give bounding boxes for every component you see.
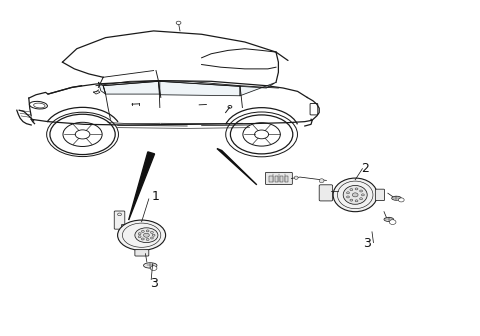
Circle shape xyxy=(141,230,144,233)
Circle shape xyxy=(141,238,144,240)
Bar xyxy=(275,176,278,182)
Polygon shape xyxy=(98,82,106,94)
Circle shape xyxy=(350,199,353,201)
Circle shape xyxy=(146,239,149,241)
Circle shape xyxy=(355,188,358,190)
Ellipse shape xyxy=(294,176,298,179)
FancyBboxPatch shape xyxy=(114,211,125,229)
Text: 2: 2 xyxy=(361,162,369,174)
Circle shape xyxy=(398,198,404,202)
Ellipse shape xyxy=(392,196,401,200)
Circle shape xyxy=(361,194,364,196)
FancyBboxPatch shape xyxy=(265,172,292,184)
FancyBboxPatch shape xyxy=(319,185,333,201)
Polygon shape xyxy=(129,152,155,220)
Bar xyxy=(285,176,288,182)
FancyBboxPatch shape xyxy=(121,224,135,233)
Circle shape xyxy=(146,230,149,232)
Circle shape xyxy=(150,237,153,239)
Ellipse shape xyxy=(135,228,158,243)
Circle shape xyxy=(355,200,358,202)
Text: 3: 3 xyxy=(150,278,157,290)
Ellipse shape xyxy=(226,112,298,157)
Circle shape xyxy=(144,233,149,237)
Ellipse shape xyxy=(118,220,166,250)
Circle shape xyxy=(350,188,353,191)
Circle shape xyxy=(150,232,153,234)
Polygon shape xyxy=(103,81,160,94)
Ellipse shape xyxy=(144,263,157,268)
FancyBboxPatch shape xyxy=(135,250,149,256)
Circle shape xyxy=(176,21,181,25)
Ellipse shape xyxy=(384,217,394,221)
Circle shape xyxy=(352,193,358,197)
Ellipse shape xyxy=(343,185,367,204)
Circle shape xyxy=(138,236,141,238)
Bar xyxy=(280,176,283,182)
Ellipse shape xyxy=(47,112,119,157)
Circle shape xyxy=(347,196,349,198)
Circle shape xyxy=(360,198,362,200)
Text: 1: 1 xyxy=(152,190,160,203)
Circle shape xyxy=(152,234,155,236)
Polygon shape xyxy=(240,82,276,96)
Circle shape xyxy=(389,220,396,224)
Ellipse shape xyxy=(333,178,377,212)
Polygon shape xyxy=(160,81,240,96)
Circle shape xyxy=(347,192,349,194)
Polygon shape xyxy=(217,149,257,185)
Text: 3: 3 xyxy=(363,237,371,250)
Bar xyxy=(269,176,273,182)
Circle shape xyxy=(138,233,141,235)
Ellipse shape xyxy=(319,179,324,183)
Circle shape xyxy=(360,190,362,192)
FancyBboxPatch shape xyxy=(375,189,384,201)
Circle shape xyxy=(150,266,157,270)
